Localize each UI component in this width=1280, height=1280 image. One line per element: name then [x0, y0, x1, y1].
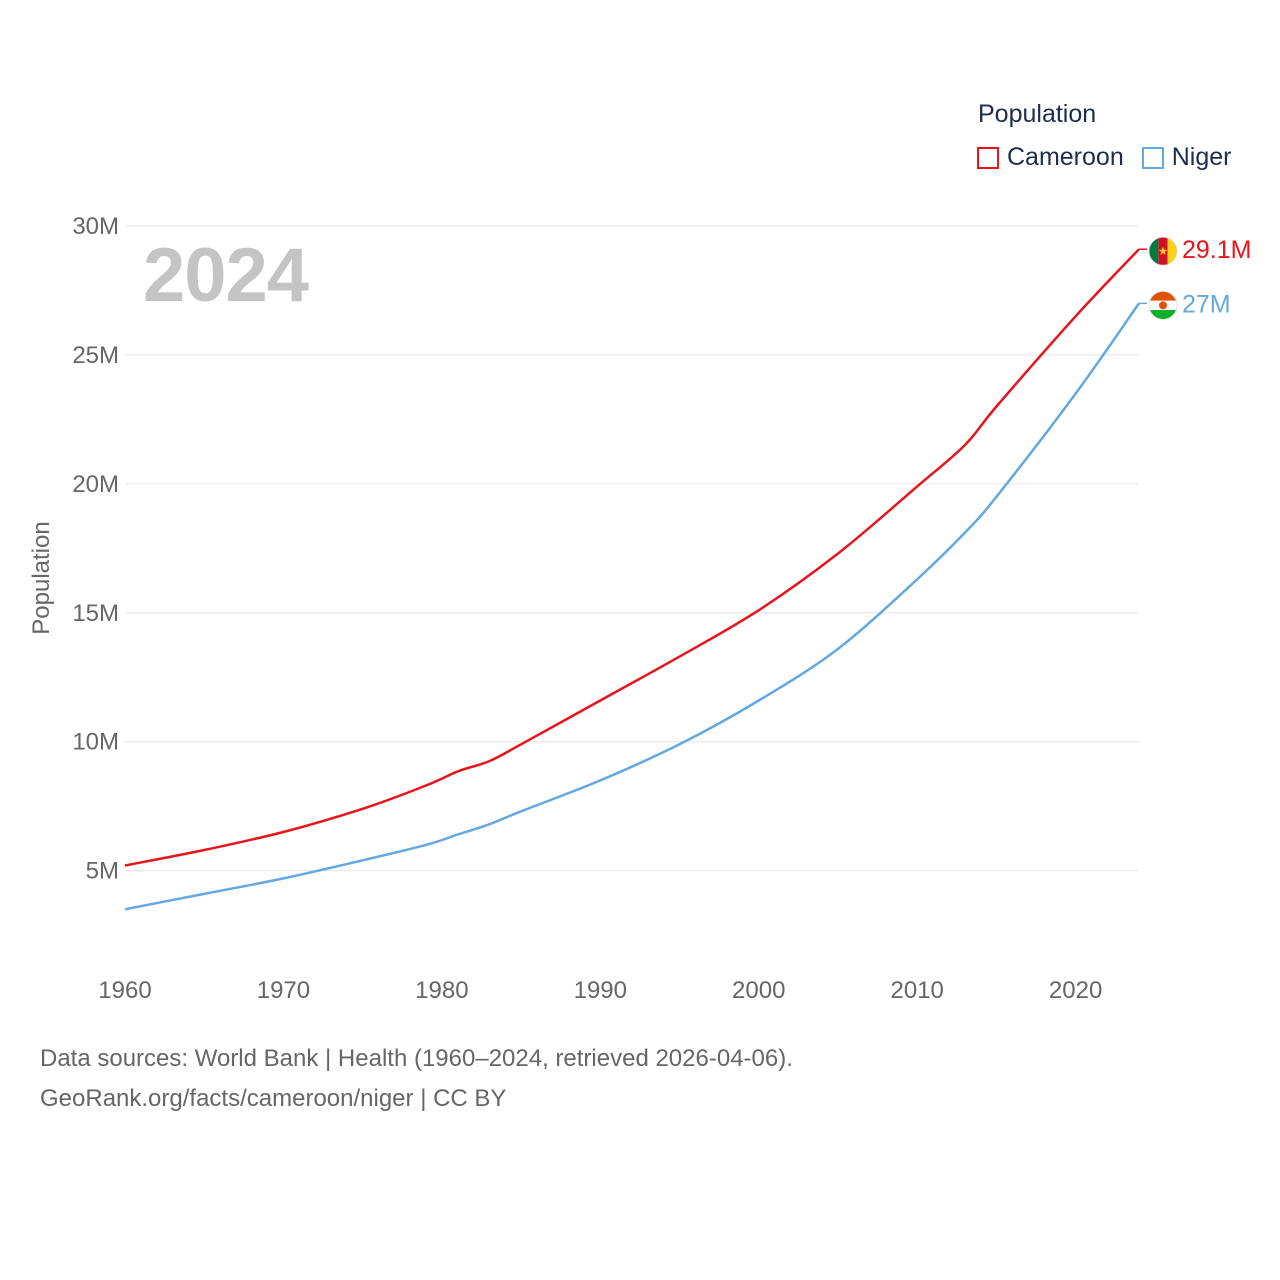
end-labels: 29.1M 27M [1139, 236, 1251, 320]
x-tick-label: 1980 [415, 977, 468, 1004]
y-tick-label: 25M [72, 342, 119, 369]
legend-title: Population [978, 100, 1097, 128]
x-tick-label: 2000 [732, 977, 785, 1004]
x-tick-label: 2010 [890, 977, 943, 1004]
y-axis: 5M 10M 15M 20M 25M 30M [72, 213, 119, 885]
grid-lines [125, 225, 1139, 872]
legend-item-niger[interactable]: Niger [1141, 143, 1232, 172]
series-line-cameroon[interactable] [124, 248, 1140, 867]
niger-flag-icon [1148, 290, 1178, 320]
legend-item-cameroon[interactable]: Cameroon [977, 143, 1124, 172]
legend-swatch-cameroon [977, 146, 999, 169]
legend-label-cameroon: Cameroon [1007, 143, 1124, 171]
end-value-label-niger: 27M [1182, 290, 1231, 318]
legend: Cameroon Niger [977, 143, 1249, 172]
y-tick-label: 15M [72, 600, 119, 627]
x-tick-label: 1970 [257, 977, 310, 1004]
x-tick-label: 1990 [574, 977, 627, 1004]
x-axis: 1960 1970 1980 1990 2000 2010 2020 [98, 977, 1102, 1004]
legend-swatch-niger [1141, 146, 1164, 169]
cameroon-flag-icon [1148, 236, 1178, 266]
x-tick-label: 1960 [98, 977, 151, 1004]
y-tick-label: 10M [72, 729, 119, 756]
footer-link[interactable]: GeoRank.org/facts/cameroon/niger | CC BY [40, 1085, 507, 1112]
legend-label-niger: Niger [1171, 143, 1232, 171]
x-tick-label: 2020 [1049, 977, 1102, 1004]
y-tick-label: 20M [72, 471, 119, 498]
series-lines [124, 248, 1141, 911]
y-tick-label: 30M [72, 213, 119, 240]
y-axis-title: Population [28, 521, 55, 635]
year-label: 2024 [143, 233, 309, 318]
end-value-label-cameroon: 29.1M [1182, 236, 1251, 264]
footer-sources: Data sources: World Bank | Health (1960–… [40, 1045, 793, 1072]
y-tick-label: 5M [86, 858, 119, 885]
series-line-niger[interactable] [124, 302, 1141, 911]
